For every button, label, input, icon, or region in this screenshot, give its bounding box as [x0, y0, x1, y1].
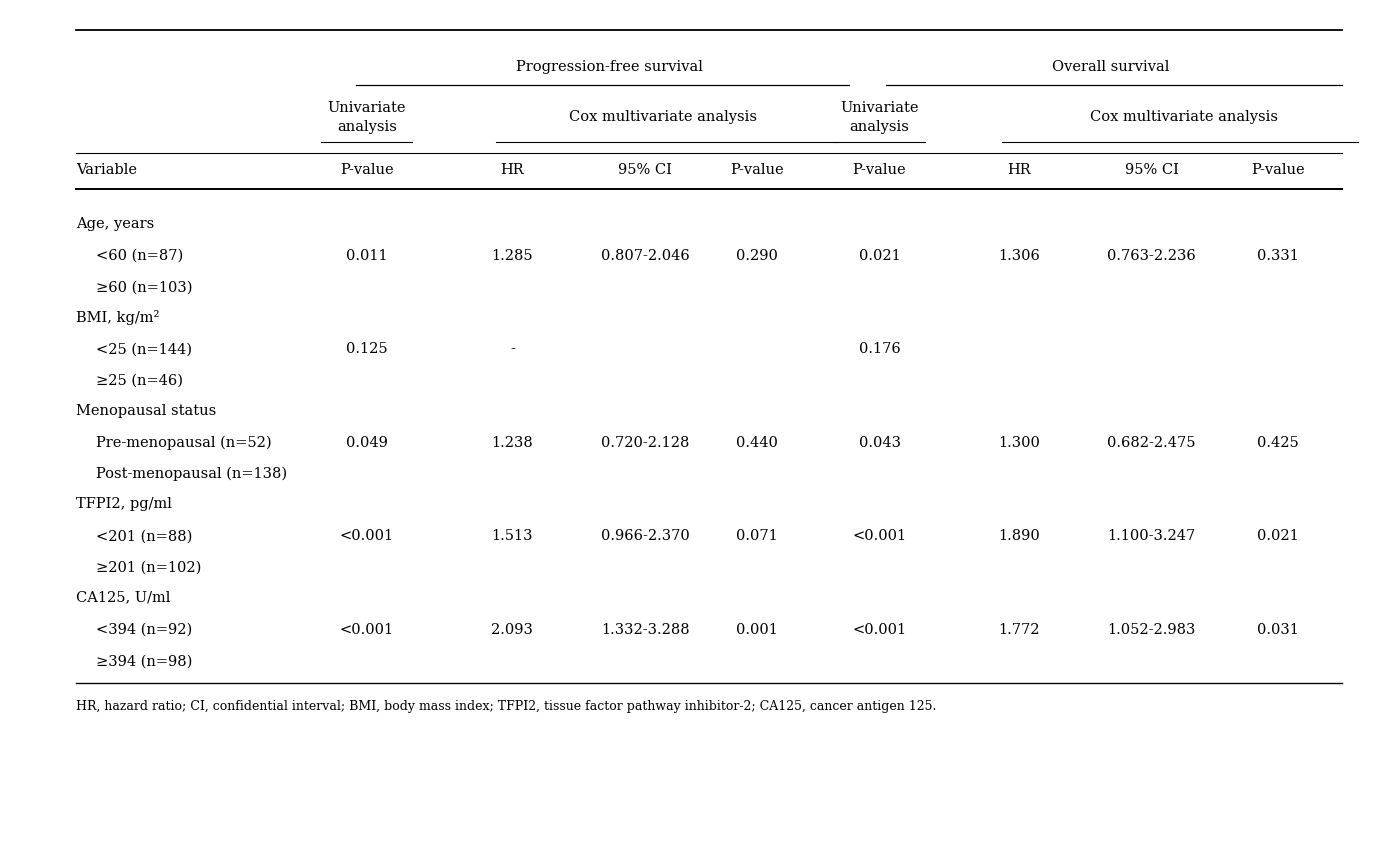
Text: Age, years: Age, years: [76, 217, 154, 230]
Text: ≥60 (n=103): ≥60 (n=103): [96, 280, 193, 294]
Text: 0.125: 0.125: [345, 343, 388, 356]
Text: HR: HR: [1007, 163, 1031, 177]
Text: -: -: [510, 343, 515, 356]
Text: Post-menopausal (n=138): Post-menopausal (n=138): [96, 468, 288, 481]
Text: 0.043: 0.043: [859, 436, 900, 450]
Text: 95% CI: 95% CI: [618, 163, 673, 177]
Text: Menopausal status: Menopausal status: [76, 404, 216, 417]
Text: 1.052-2.983: 1.052-2.983: [1108, 623, 1196, 637]
Text: <0.001: <0.001: [340, 530, 394, 543]
Text: ≥201 (n=102): ≥201 (n=102): [96, 561, 202, 575]
Text: P-value: P-value: [853, 163, 907, 177]
Text: 0.031: 0.031: [1258, 623, 1299, 637]
Text: ≥25 (n=46): ≥25 (n=46): [96, 374, 183, 388]
Text: 1.306: 1.306: [998, 249, 1040, 263]
Text: TFPI2, pg/ml: TFPI2, pg/ml: [76, 497, 172, 511]
Text: 0.021: 0.021: [859, 249, 900, 263]
Text: <201 (n=88): <201 (n=88): [96, 530, 193, 543]
Text: Overall survival: Overall survival: [1051, 60, 1170, 74]
Text: Pre-menopausal (n=52): Pre-menopausal (n=52): [96, 436, 272, 450]
Text: Progression-free survival: Progression-free survival: [516, 60, 703, 74]
Text: <0.001: <0.001: [853, 623, 907, 637]
Text: HR, hazard ratio; CI, confidential interval; BMI, body mass index; TFPI2, tissue: HR, hazard ratio; CI, confidential inter…: [76, 700, 936, 713]
Text: 0.021: 0.021: [1258, 530, 1299, 543]
Text: <394 (n=92): <394 (n=92): [96, 623, 193, 637]
Text: 0.440: 0.440: [736, 436, 777, 450]
Text: 1.890: 1.890: [998, 530, 1040, 543]
Text: 0.966-2.370: 0.966-2.370: [601, 530, 689, 543]
Text: 0.720-2.128: 0.720-2.128: [601, 436, 689, 450]
Text: BMI, kg/m²: BMI, kg/m²: [76, 309, 160, 325]
Text: Cox multivariate analysis: Cox multivariate analysis: [568, 110, 757, 124]
Text: ≥394 (n=98): ≥394 (n=98): [96, 654, 193, 668]
Text: 95% CI: 95% CI: [1124, 163, 1179, 177]
Text: CA125, U/ml: CA125, U/ml: [76, 591, 171, 604]
Text: 1.100-3.247: 1.100-3.247: [1108, 530, 1196, 543]
Text: <25 (n=144): <25 (n=144): [96, 343, 193, 356]
Text: 0.682-2.475: 0.682-2.475: [1108, 436, 1196, 450]
Text: 1.332-3.288: 1.332-3.288: [601, 623, 689, 637]
Text: HR: HR: [501, 163, 524, 177]
Text: 1.300: 1.300: [998, 436, 1040, 450]
Text: 1.513: 1.513: [491, 530, 533, 543]
Text: P-value: P-value: [1252, 163, 1304, 177]
Text: 0.807-2.046: 0.807-2.046: [601, 249, 689, 263]
Text: 0.071: 0.071: [736, 530, 777, 543]
Text: <60 (n=87): <60 (n=87): [96, 249, 183, 263]
Text: 0.763-2.236: 0.763-2.236: [1108, 249, 1196, 263]
Text: P-value: P-value: [729, 163, 783, 177]
Text: 2.093: 2.093: [491, 623, 534, 637]
Text: 1.285: 1.285: [491, 249, 534, 263]
Text: Univariate
analysis: Univariate analysis: [841, 100, 919, 134]
Text: Variable: Variable: [76, 163, 136, 177]
Text: 0.011: 0.011: [345, 249, 388, 263]
Text: Cox multivariate analysis: Cox multivariate analysis: [1090, 110, 1278, 124]
Text: 1.238: 1.238: [491, 436, 534, 450]
Text: <0.001: <0.001: [853, 530, 907, 543]
Text: 0.001: 0.001: [736, 623, 777, 637]
Text: P-value: P-value: [340, 163, 394, 177]
Text: Univariate
analysis: Univariate analysis: [327, 100, 406, 134]
Text: 0.331: 0.331: [1258, 249, 1299, 263]
Text: 0.176: 0.176: [859, 343, 900, 356]
Text: 1.772: 1.772: [998, 623, 1039, 637]
Text: <0.001: <0.001: [340, 623, 394, 637]
Text: 0.290: 0.290: [736, 249, 777, 263]
Text: 0.425: 0.425: [1258, 436, 1299, 450]
Text: 0.049: 0.049: [345, 436, 388, 450]
